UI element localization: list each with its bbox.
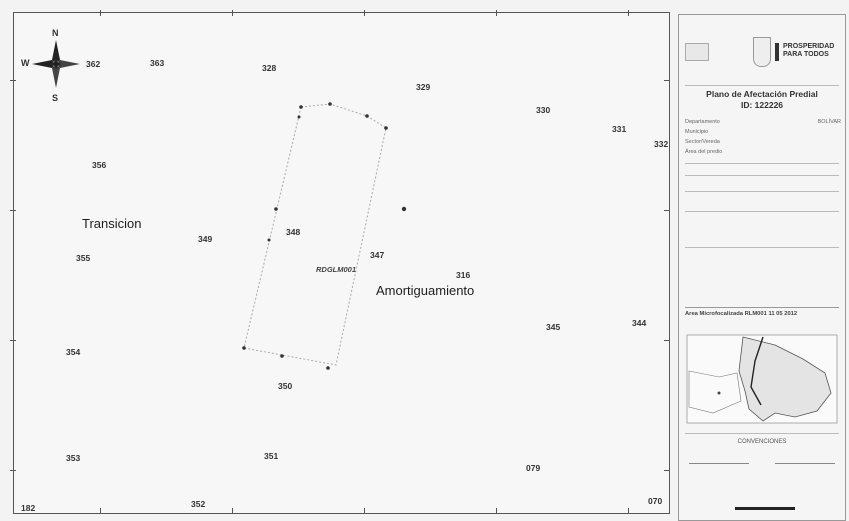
- legend-row: Área del predio: [685, 149, 723, 155]
- vertex-point: [328, 102, 332, 106]
- vertex-point: [401, 206, 407, 212]
- plot-label[interactable]: 349: [198, 234, 213, 244]
- divider: [685, 163, 839, 164]
- convention-left: [689, 459, 749, 464]
- vertex-point: [280, 354, 284, 358]
- plot-label[interactable]: 329: [416, 82, 431, 92]
- compass-north-label: N: [52, 28, 59, 38]
- vertex-point: [326, 366, 330, 370]
- plot-label[interactable]: 355: [76, 253, 91, 263]
- divider: [685, 85, 839, 86]
- legend-panel: PROSPERIDAD PARA TODOS Plano de Afectaci…: [678, 14, 846, 521]
- plot-label[interactable]: 331: [612, 124, 627, 134]
- plot-label[interactable]: 332: [654, 139, 669, 149]
- legend-title: Plano de Afectación Predial: [706, 89, 818, 99]
- map-frame[interactable]: [13, 12, 670, 514]
- divider: [685, 307, 839, 308]
- inset-map: [686, 334, 838, 424]
- plot-label[interactable]: 362: [86, 59, 101, 69]
- vertex-point: [267, 238, 271, 242]
- zone-label-transition: Transicion: [82, 216, 142, 231]
- legend-row: Municipio: [685, 129, 709, 135]
- plot-label[interactable]: 079: [526, 463, 541, 473]
- plot-label[interactable]: 353: [66, 453, 81, 463]
- legend-row: Sector/Vereda: [685, 139, 720, 145]
- vertex-point: [384, 126, 388, 130]
- vertex-point: [365, 114, 369, 118]
- plot-label[interactable]: 350: [278, 381, 293, 391]
- compass-west-label: W: [21, 58, 30, 68]
- divider: [685, 175, 839, 176]
- conventions-title: CONVENCIONES: [737, 439, 787, 445]
- vertex-point: [299, 105, 303, 109]
- divider: [685, 191, 839, 192]
- plot-label[interactable]: 344: [632, 318, 647, 328]
- divider: [685, 211, 839, 212]
- divider: [685, 247, 839, 248]
- plot-label[interactable]: 347: [370, 250, 385, 260]
- vertex-point: [274, 207, 278, 211]
- compass-south-label: S: [52, 93, 59, 103]
- convention-right: [775, 459, 835, 464]
- plot-label[interactable]: 070: [648, 496, 663, 506]
- legend-row: Departamento BOLÍVAR: [685, 119, 841, 125]
- parcel-code-label[interactable]: RDGLM001: [316, 265, 357, 274]
- plot-label[interactable]: 316: [456, 270, 471, 280]
- plot-label[interactable]: 345: [546, 322, 561, 332]
- inset-map-title: Área Microfocalizada RLM001 11 05 2012: [685, 311, 798, 317]
- plot-label[interactable]: 356: [92, 160, 107, 170]
- plot-label[interactable]: 354: [66, 347, 81, 357]
- plot-label[interactable]: 363: [150, 58, 165, 68]
- plot-label[interactable]: 182: [21, 503, 36, 513]
- vertex-point: [297, 115, 301, 119]
- brand-line-1: PROSPERIDAD: [783, 43, 835, 50]
- plot-label[interactable]: 328: [262, 63, 277, 73]
- plot-label[interactable]: 330: [536, 105, 551, 115]
- government-logo: [685, 43, 709, 61]
- plot-label[interactable]: 352: [191, 499, 206, 509]
- plot-label[interactable]: 348: [286, 227, 301, 237]
- divider: [685, 433, 839, 434]
- vertex-point: [242, 346, 246, 350]
- scale-bar: [735, 507, 795, 510]
- zone-label-buffer: Amortiguamiento: [376, 283, 475, 298]
- brand-line-2: PARA TODOS: [783, 51, 829, 58]
- legend-id: ID: 122226: [740, 100, 784, 110]
- brand-mark-icon: [775, 43, 779, 61]
- shield-icon: [753, 37, 771, 67]
- plot-label[interactable]: 351: [264, 451, 279, 461]
